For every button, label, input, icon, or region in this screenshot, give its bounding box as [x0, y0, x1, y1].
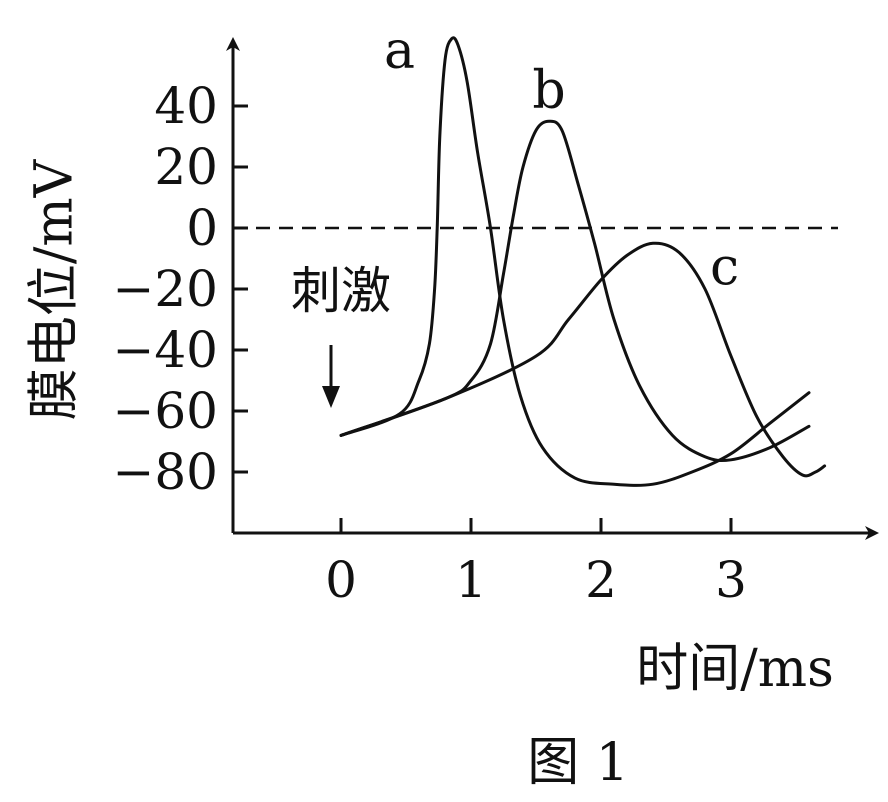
- stimulus-arrowhead: [322, 386, 340, 408]
- curve-label-b: b: [532, 61, 565, 121]
- y-axis-label: 膜电位/mV: [25, 158, 85, 420]
- curve-a: [339, 36, 811, 487]
- x-tick-label: 2: [585, 551, 617, 609]
- stimulus-label: 刺激: [291, 262, 391, 320]
- y-tick-label: −40: [112, 321, 218, 379]
- x-tick-label: 1: [455, 551, 487, 609]
- x-axis-label: 时间/ms: [636, 639, 834, 699]
- curve-labels: a b c: [384, 21, 739, 298]
- figure-caption: 图 1: [527, 733, 629, 793]
- y-tick-label: 20: [154, 138, 218, 196]
- curve-b: [339, 119, 811, 463]
- x-tick-label: 3: [715, 551, 747, 609]
- y-tick-label: 0: [186, 199, 218, 257]
- y-tick-label: 40: [154, 77, 218, 135]
- y-tick-label: −20: [112, 260, 218, 318]
- curves: [339, 36, 827, 487]
- curve-label-c: c: [710, 238, 739, 298]
- curve-label-a: a: [384, 21, 415, 81]
- curve-c: [339, 241, 827, 478]
- y-tick-label: −80: [112, 443, 218, 501]
- x-tick-label: 0: [325, 551, 357, 609]
- y-tick-label: −60: [112, 382, 218, 440]
